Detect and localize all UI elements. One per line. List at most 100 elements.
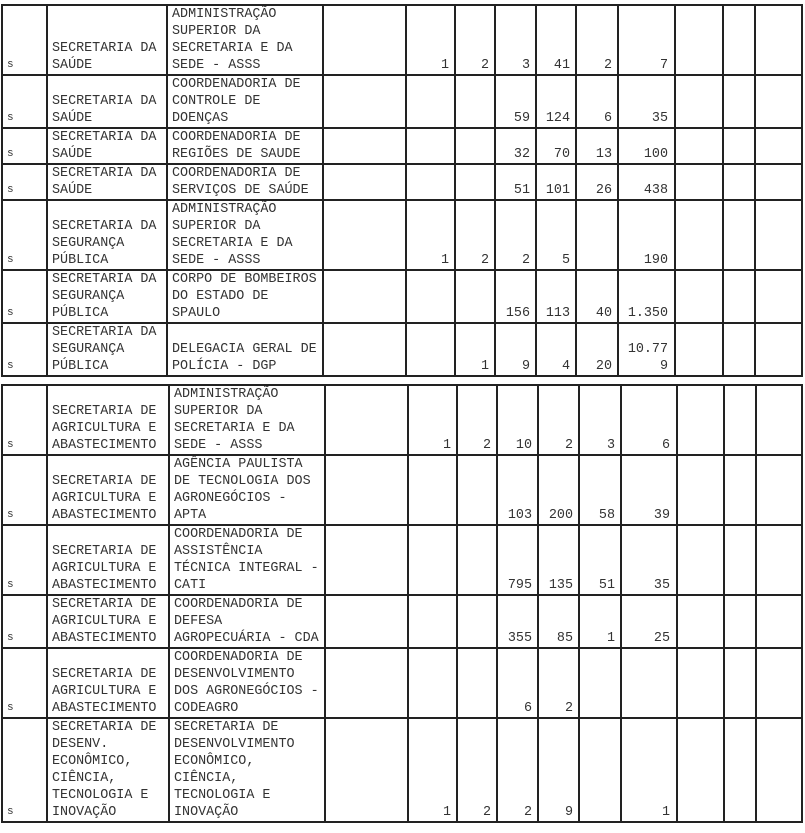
table-row: s SECRETARIA DA SEGURANÇA PÚBLICA DELEGACI… <box>1 322 803 377</box>
orgao-cell: SECRETARIA DA SEGURANÇA PÚBLICA <box>46 269 168 324</box>
value-cell: 32 <box>494 127 537 165</box>
unidade-cell: COORDENADORIA DE DEFESA AGROPECUÁRIA - C… <box>168 594 326 649</box>
value-cell <box>324 717 409 823</box>
value-cell <box>674 322 724 377</box>
type-cell: s <box>1 4 48 76</box>
value-cell <box>322 74 407 129</box>
value-cell: 1 <box>405 4 456 76</box>
value-cell: 2 <box>454 199 496 271</box>
value-cell <box>723 717 757 823</box>
value-cell: 101 <box>535 163 577 201</box>
value-cell <box>755 524 803 596</box>
value-cell: 25 <box>620 594 678 649</box>
value-cell <box>722 163 756 201</box>
value-cell <box>454 163 496 201</box>
value-cell: 438 <box>617 163 676 201</box>
value-cell <box>454 127 496 165</box>
unidade-cell: COORDENADORIA DE DESENVOLVIMENTO DOS AGR… <box>168 647 326 719</box>
type-cell: s <box>1 127 48 165</box>
value-cell <box>456 454 498 526</box>
value-cell <box>407 594 458 649</box>
value-cell: 9 <box>494 322 537 377</box>
unidade-cell: CORPO DE BOMBEIROS DO ESTADO DE SPAULO <box>166 269 324 324</box>
value-cell <box>755 594 803 649</box>
table-row: s SECRETARIA DE DESENV. ECONÔMICO, CIÊNCI… <box>1 717 803 823</box>
value-cell <box>674 269 724 324</box>
value-cell <box>578 647 622 719</box>
value-cell: 6 <box>496 647 539 719</box>
value-cell: 59 <box>494 74 537 129</box>
unidade-cell: COORDENADORIA DE CONTROLE DE DOENÇAS <box>166 74 324 129</box>
type-cell: s <box>1 199 48 271</box>
value-cell <box>620 647 678 719</box>
value-cell <box>754 322 803 377</box>
value-cell <box>324 384 409 456</box>
value-cell: 4 <box>535 322 577 377</box>
value-cell: 103 <box>496 454 539 526</box>
value-cell: 190 <box>617 199 676 271</box>
type-cell: s <box>1 454 48 526</box>
value-cell <box>407 524 458 596</box>
value-cell: 10.779 <box>617 322 676 377</box>
orgao-cell: SECRETARIA DE AGRICULTURA E ABASTECIMENT… <box>46 454 170 526</box>
value-cell: 3 <box>494 4 537 76</box>
value-cell <box>454 74 496 129</box>
unidade-cell: COORDENADORIA DE ASSISTÊNCIA TÉCNICA INT… <box>168 524 326 596</box>
value-cell <box>723 524 757 596</box>
value-cell <box>723 384 757 456</box>
value-cell <box>575 199 619 271</box>
orgao-cell: SECRETARIA DE AGRICULTURA E ABASTECIMENT… <box>46 594 170 649</box>
value-cell <box>405 322 456 377</box>
value-cell <box>722 322 756 377</box>
value-cell <box>407 647 458 719</box>
value-cell <box>674 4 724 76</box>
value-cell <box>578 717 622 823</box>
orgao-cell: SECRETARIA DE AGRICULTURA E ABASTECIMENT… <box>46 647 170 719</box>
unidade-cell: SECRETARIA DE DESENVOLVIMENTO ECONÔMICO,… <box>168 717 326 823</box>
value-cell <box>722 199 756 271</box>
value-cell: 7 <box>617 4 676 76</box>
value-cell: 100 <box>617 127 676 165</box>
value-cell: 51 <box>578 524 622 596</box>
value-cell <box>322 163 407 201</box>
orgao-cell: SECRETARIA DE AGRICULTURA E ABASTECIMENT… <box>46 524 170 596</box>
value-cell <box>755 454 803 526</box>
value-cell <box>722 4 756 76</box>
value-cell <box>676 594 725 649</box>
value-cell <box>322 322 407 377</box>
value-cell: 13 <box>575 127 619 165</box>
data-table-2: s SECRETARIA DE AGRICULTURA E ABASTECIMEN… <box>1 384 803 823</box>
value-cell <box>676 454 725 526</box>
table-row: s SECRETARIA DA SEGURANÇA PÚBLICA CORPO DE… <box>1 269 803 324</box>
value-cell: 795 <box>496 524 539 596</box>
value-cell <box>674 199 724 271</box>
type-cell: s <box>1 74 48 129</box>
value-cell <box>405 127 456 165</box>
value-cell: 1 <box>620 717 678 823</box>
table-row: s SECRETARIA DE AGRICULTURA E ABASTECIMEN… <box>1 524 803 596</box>
value-cell <box>456 594 498 649</box>
table-row: s SECRETARIA DA SAÚDE COORDENADORIA DE CON… <box>1 74 803 129</box>
value-cell <box>674 74 724 129</box>
value-cell: 2 <box>494 199 537 271</box>
value-cell: 6 <box>575 74 619 129</box>
orgao-cell: SECRETARIA DA SAÚDE <box>46 74 168 129</box>
unidade-cell: ADMINISTRAÇÃO SUPERIOR DA SECRETARIA E D… <box>168 384 326 456</box>
value-cell <box>674 163 724 201</box>
value-cell: 26 <box>575 163 619 201</box>
table-row: s SECRETARIA DE AGRICULTURA E ABASTECIMEN… <box>1 384 803 456</box>
type-cell: s <box>1 524 48 596</box>
unidade-cell: COORDENADORIA DE REGIÕES DE SAUDE <box>166 127 324 165</box>
value-cell: 85 <box>537 594 580 649</box>
value-cell <box>676 717 725 823</box>
type-cell: s <box>1 594 48 649</box>
unidade-cell: AGÊNCIA PAULISTA DE TECNOLOGIA DOS AGRON… <box>168 454 326 526</box>
orgao-cell: SECRETARIA DA SAÚDE <box>46 163 168 201</box>
value-cell <box>405 74 456 129</box>
orgao-cell: SECRETARIA DA SAÚDE <box>46 127 168 165</box>
value-cell <box>755 717 803 823</box>
value-cell: 35 <box>617 74 676 129</box>
value-cell <box>676 647 725 719</box>
value-cell: 1 <box>407 717 458 823</box>
value-cell <box>722 74 756 129</box>
